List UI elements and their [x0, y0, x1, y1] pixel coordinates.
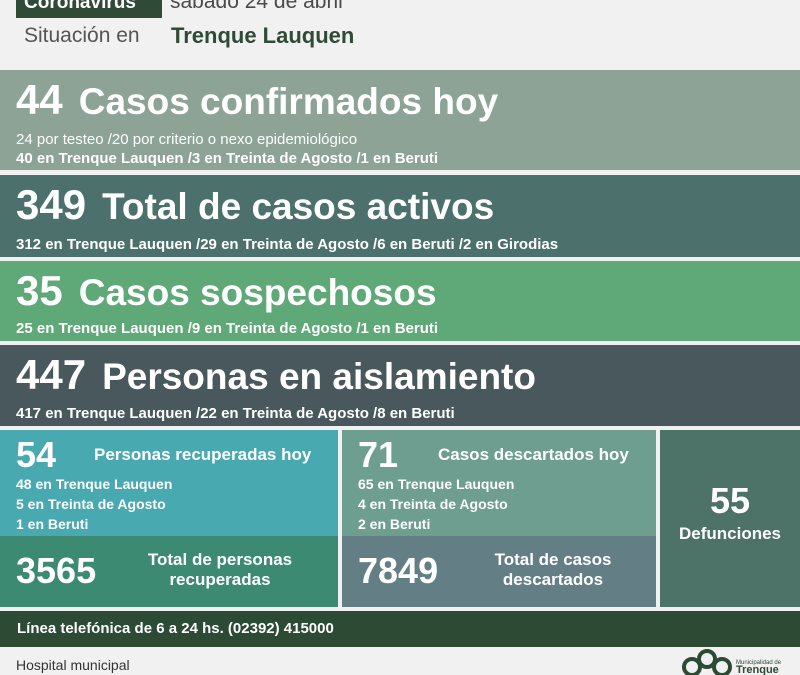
discarded-today-label: Casos descartados hoy [438, 445, 629, 464]
deaths-cell: 55 Defunciones [660, 430, 800, 607]
active-headline: 349 Total de casos activos [16, 181, 494, 229]
recovered-total-label-line1: Total de personas [147, 550, 293, 569]
confirmed-number: 44 [16, 76, 63, 123]
discarded-today-breakdown: 65 en Trenque Lauquen 4 en Treinta de Ag… [358, 474, 514, 534]
logo-small-text: Municipalidad de [736, 660, 782, 666]
suspected-headline: 35 Casos sospechosos [16, 267, 437, 315]
isolation-band: 447 Personas en aislamiento 417 en Trenq… [0, 345, 800, 426]
isolation-breakdown-location: 417 en Trenque Lauquen /22 en Treinta de… [16, 405, 455, 422]
active-breakdown-location: 312 en Trenque Lauquen /29 en Treinta de… [16, 236, 559, 253]
active-title: Total de casos activos [102, 186, 495, 227]
deaths-number: 55 [709, 480, 751, 521]
discarded-total-label-line1: Total de casos [494, 550, 612, 569]
discarded-total-cell: 7849 Total de casos descartados [342, 536, 656, 607]
discarded-total-label: Total de casos descartados [478, 550, 628, 590]
active-number: 349 [16, 181, 87, 228]
confirmed-title: Casos confirmados hoy [78, 81, 499, 122]
recovered-total-number: 3565 [16, 550, 97, 591]
confirmed-band: 44 Casos confirmados hoy 24 por testeo /… [0, 70, 800, 170]
recovered-today-number: 54 [16, 434, 57, 475]
municipality-logo-icon [682, 649, 732, 675]
top-header: Coronavirus sábado 24 de abril Situación… [0, 0, 800, 70]
recovered-line: 1 en Beruti [16, 516, 89, 532]
discarded-total-number: 7849 [358, 550, 439, 591]
discarded-today-number: 71 [358, 434, 399, 475]
recovered-total-label: Total de personas recuperadas [140, 550, 300, 590]
confirmed-breakdown-method: 24 por testeo /20 por criterio o nexo ep… [16, 131, 358, 148]
topic-tag: Coronavirus [16, 0, 162, 18]
discarded-line: 2 en Beruti [358, 516, 431, 532]
suspected-band: 35 Casos sospechosos 25 en Trenque Lauqu… [0, 261, 800, 341]
confirmed-headline: 44 Casos confirmados hoy [16, 76, 498, 124]
discarded-line: 65 en Trenque Lauquen [358, 476, 515, 492]
recovered-today-breakdown: 48 en Trenque Lauquen 5 en Treinta de Ag… [16, 474, 172, 534]
logo-text: Municipalidad de Trenque [736, 660, 782, 675]
recovered-total-cell: 3565 Total de personas recuperadas [0, 536, 338, 607]
confirmed-breakdown-location: 40 en Trenque Lauquen /3 en Treinta de A… [16, 150, 439, 167]
active-band: 349 Total de casos activos 312 en Trenqu… [0, 175, 800, 257]
phone-line: Línea telefónica de 6 a 24 hs. (02392) 4… [0, 611, 800, 647]
isolation-headline: 447 Personas en aislamiento [16, 351, 536, 399]
suspected-breakdown-location: 25 en Trenque Lauquen /9 en Treinta de A… [16, 320, 439, 337]
logo-big-text: Trenque [736, 664, 779, 675]
recovered-total-label-line2: recuperadas [169, 570, 271, 589]
isolation-title: Personas en aislamiento [102, 356, 536, 397]
discarded-line: 4 en Treinta de Agosto [358, 496, 508, 512]
situation-label: Situación en [24, 24, 140, 47]
recovered-today-label: Personas recuperadas hoy [94, 445, 312, 464]
hospital-label: Hospital municipal [16, 657, 130, 673]
date-label: sábado 24 de abril [170, 0, 343, 13]
deaths-label: Defunciones [678, 524, 782, 543]
discarded-today-cell: 71 Casos descartados hoy 65 en Trenque L… [342, 430, 656, 536]
suspected-title: Casos sospechosos [78, 272, 437, 313]
city-name: Trenque Lauquen [171, 23, 355, 48]
discarded-total-label-line2: descartados [502, 570, 604, 589]
recovered-line: 5 en Treinta de Agosto [16, 496, 166, 512]
recovered-line: 48 en Trenque Lauquen [16, 476, 173, 492]
footer [0, 647, 800, 675]
recovered-today-cell: 54 Personas recuperadas hoy 48 en Trenqu… [0, 430, 338, 536]
isolation-number: 447 [16, 351, 87, 398]
suspected-number: 35 [16, 267, 63, 314]
